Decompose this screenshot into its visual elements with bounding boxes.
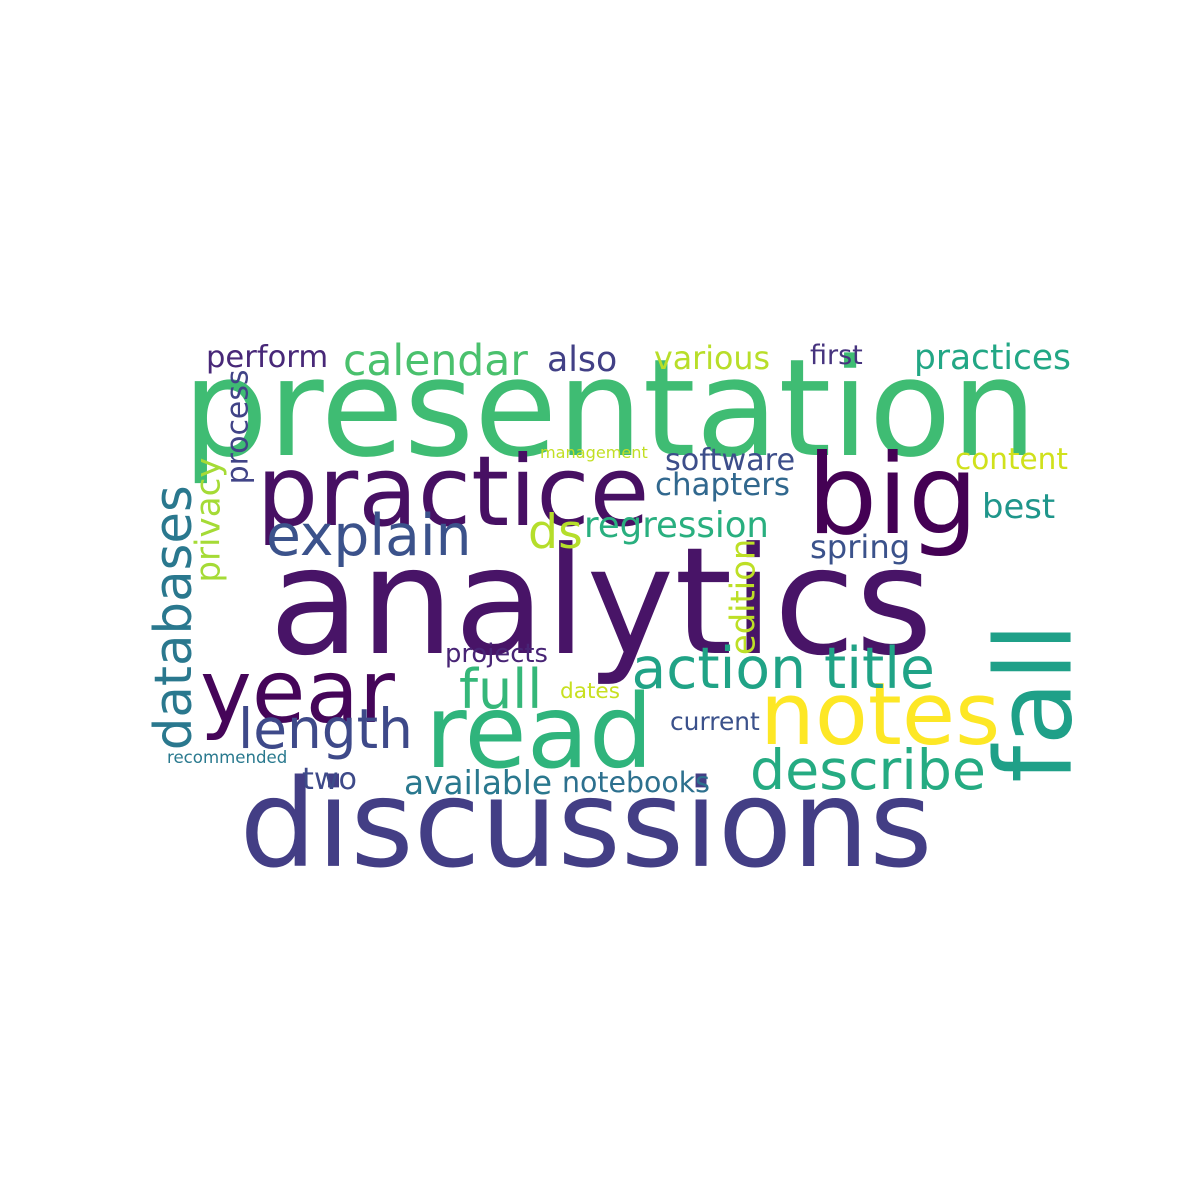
word-regression: regression bbox=[584, 505, 769, 546]
word-current: current bbox=[670, 706, 760, 736]
word-practices: practices bbox=[914, 338, 1071, 378]
word-two: two bbox=[302, 762, 357, 797]
word-fall: fall bbox=[972, 622, 1096, 783]
word-various: various bbox=[654, 341, 770, 377]
word-content: content bbox=[955, 442, 1068, 476]
word-notebooks: notebooks bbox=[562, 766, 710, 799]
word-perform: perform bbox=[206, 339, 329, 375]
word-spring: spring bbox=[810, 528, 911, 566]
word-dates: dates bbox=[560, 678, 620, 704]
word-chapters: chapters bbox=[655, 466, 791, 503]
word-best: best bbox=[982, 487, 1056, 526]
word-explain: explain bbox=[266, 502, 472, 569]
word-action-title: action title bbox=[631, 635, 935, 702]
word-presentation: presentation bbox=[182, 329, 1038, 487]
word-practice: practice bbox=[256, 434, 650, 548]
word-available: available bbox=[404, 763, 553, 802]
word-discussions: discussions bbox=[239, 753, 933, 895]
word-notes: notes bbox=[760, 665, 1001, 765]
word-recommended: recommended bbox=[167, 748, 288, 767]
word-full: full bbox=[459, 658, 543, 721]
word-analytics: analytics bbox=[269, 515, 933, 689]
word-edition: edition bbox=[722, 538, 762, 656]
word-year: year bbox=[200, 641, 395, 743]
word-read: read bbox=[425, 673, 654, 791]
word-process: process bbox=[219, 369, 255, 484]
word-calendar: calendar bbox=[343, 337, 528, 386]
word-length: length bbox=[238, 697, 413, 761]
word-first: first bbox=[810, 339, 863, 371]
word-describe: describe bbox=[750, 738, 986, 803]
word-big: big bbox=[807, 430, 979, 560]
word-ds: ds bbox=[528, 504, 583, 560]
word-management: management bbox=[540, 442, 648, 462]
word-projects: projects bbox=[445, 639, 548, 669]
word-software: software bbox=[665, 443, 796, 478]
word-also: also bbox=[547, 339, 618, 380]
